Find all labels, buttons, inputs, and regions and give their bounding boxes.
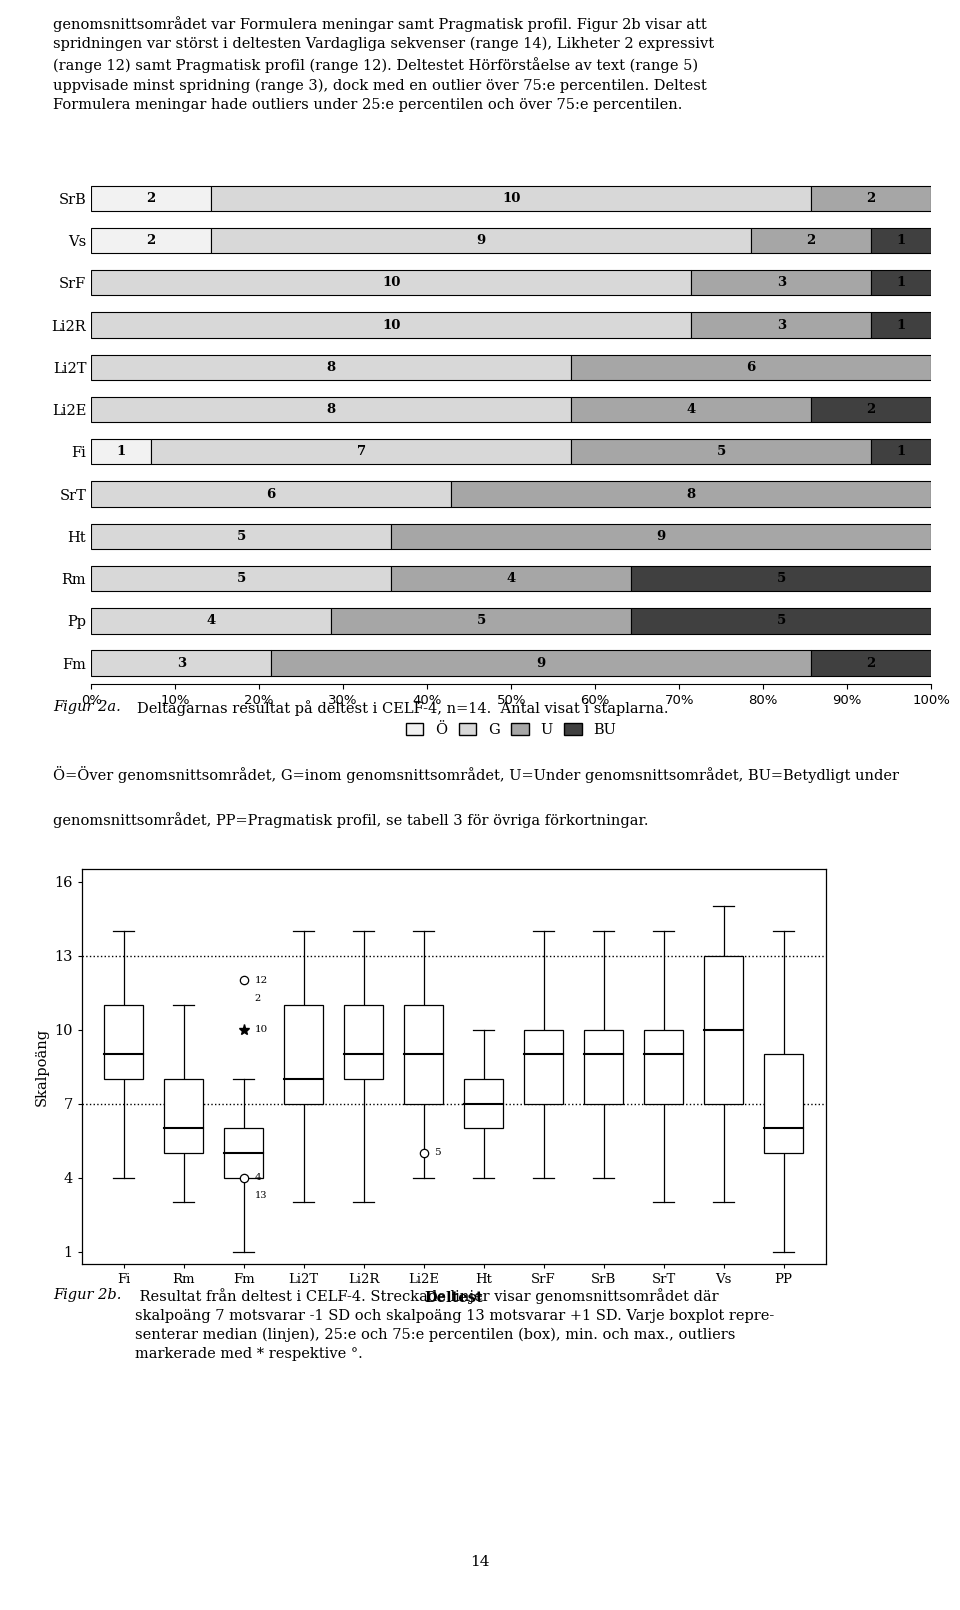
Text: 4: 4 — [507, 572, 516, 584]
Bar — [691, 312, 871, 338]
Text: 5: 5 — [716, 446, 726, 459]
Text: 1: 1 — [897, 446, 906, 459]
Text: Figur 2a.: Figur 2a. — [53, 700, 121, 715]
Text: 3: 3 — [177, 657, 186, 670]
Bar — [811, 396, 931, 422]
Bar — [691, 270, 871, 296]
Bar — [465, 1079, 503, 1129]
Bar — [91, 312, 691, 338]
Text: 2: 2 — [254, 993, 261, 1003]
Bar — [571, 396, 811, 422]
Text: genomsnittsområdet, PP=Pragmatisk profil, se tabell 3 för övriga förkortningar.: genomsnittsområdet, PP=Pragmatisk profil… — [53, 813, 648, 829]
Bar — [811, 650, 931, 676]
Text: 2: 2 — [867, 657, 876, 670]
Text: 4: 4 — [254, 1174, 261, 1182]
Bar — [345, 1005, 383, 1079]
Bar — [91, 565, 391, 591]
Text: Figur 2b.: Figur 2b. — [53, 1288, 121, 1302]
Y-axis label: Skalpoäng: Skalpoäng — [35, 1027, 49, 1106]
Bar — [644, 1030, 683, 1103]
Bar — [871, 440, 931, 465]
Bar — [225, 1129, 263, 1177]
Text: 2: 2 — [867, 402, 876, 415]
Text: Deltagarnas resultat på deltest i CELF-4, n=14.  Antal visat i staplarna.: Deltagarnas resultat på deltest i CELF-4… — [137, 700, 668, 716]
Text: 6: 6 — [747, 361, 756, 374]
Bar — [91, 609, 331, 633]
Text: 9: 9 — [657, 530, 666, 543]
Bar — [811, 185, 931, 211]
Text: 3: 3 — [777, 319, 786, 332]
Text: 2: 2 — [867, 192, 876, 204]
Text: 14: 14 — [470, 1555, 490, 1568]
Text: 4: 4 — [206, 615, 216, 628]
Text: 5: 5 — [434, 1148, 441, 1158]
Text: 5: 5 — [777, 572, 786, 584]
Text: 12: 12 — [254, 976, 268, 985]
Text: genomsnittsområdet var Formulera meningar samt Pragmatisk profil. Figur 2b visar: genomsnittsområdet var Formulera meninga… — [53, 16, 714, 111]
Bar — [764, 1055, 803, 1153]
Text: 2: 2 — [806, 233, 816, 246]
Bar — [105, 1005, 143, 1079]
Text: 10: 10 — [382, 277, 400, 290]
Text: 10: 10 — [254, 1026, 268, 1034]
Legend: Ö, G, U, BU: Ö, G, U, BU — [400, 716, 622, 742]
Bar — [91, 523, 391, 549]
Bar — [164, 1079, 203, 1153]
Bar — [331, 609, 631, 633]
Text: 10: 10 — [502, 192, 520, 204]
Bar — [752, 227, 871, 253]
Text: 8: 8 — [326, 402, 336, 415]
Bar — [391, 523, 931, 549]
Bar — [705, 956, 743, 1103]
Bar — [571, 354, 931, 380]
Text: 5: 5 — [476, 615, 486, 628]
Bar — [211, 185, 811, 211]
Text: 5: 5 — [236, 530, 246, 543]
Text: 5: 5 — [777, 615, 786, 628]
Text: 1: 1 — [897, 319, 906, 332]
Text: 5: 5 — [236, 572, 246, 584]
Text: 3: 3 — [777, 277, 786, 290]
Bar — [451, 481, 931, 507]
X-axis label: Deltest: Deltest — [424, 1291, 483, 1306]
Text: 6: 6 — [267, 488, 276, 501]
Text: 7: 7 — [356, 446, 366, 459]
Bar — [524, 1030, 563, 1103]
Text: 9: 9 — [476, 233, 486, 246]
Bar — [91, 185, 211, 211]
Bar — [91, 440, 151, 465]
Bar — [91, 650, 271, 676]
Text: 4: 4 — [686, 402, 696, 415]
Bar — [632, 609, 931, 633]
Bar — [91, 354, 571, 380]
Text: 10: 10 — [382, 319, 400, 332]
Text: 1: 1 — [897, 233, 906, 246]
Text: 9: 9 — [537, 657, 546, 670]
Text: Resultat från deltest i CELF-4. Streckade linjer visar genomsnittsområdet där
sk: Resultat från deltest i CELF-4. Streckad… — [135, 1288, 775, 1362]
Text: 1: 1 — [116, 446, 126, 459]
Bar — [151, 440, 571, 465]
Bar — [391, 565, 631, 591]
Bar — [91, 227, 211, 253]
Bar — [632, 565, 931, 591]
Bar — [211, 227, 752, 253]
Text: Ö=Över genomsnittsområdet, G=inom genomsnittsområdet, U=Under genomsnittsområdet: Ö=Över genomsnittsområdet, G=inom genoms… — [53, 766, 899, 782]
Bar — [871, 227, 931, 253]
Text: 8: 8 — [686, 488, 696, 501]
Bar — [91, 396, 571, 422]
Text: 1: 1 — [897, 277, 906, 290]
Bar — [271, 650, 811, 676]
Text: 2: 2 — [147, 233, 156, 246]
Bar — [91, 481, 451, 507]
Text: 8: 8 — [326, 361, 336, 374]
Bar — [871, 312, 931, 338]
Text: 13: 13 — [254, 1191, 267, 1199]
Bar — [585, 1030, 623, 1103]
Text: 2: 2 — [147, 192, 156, 204]
Bar — [871, 270, 931, 296]
Bar — [91, 270, 691, 296]
Bar — [404, 1005, 443, 1103]
Bar — [284, 1005, 323, 1103]
Bar — [571, 440, 871, 465]
